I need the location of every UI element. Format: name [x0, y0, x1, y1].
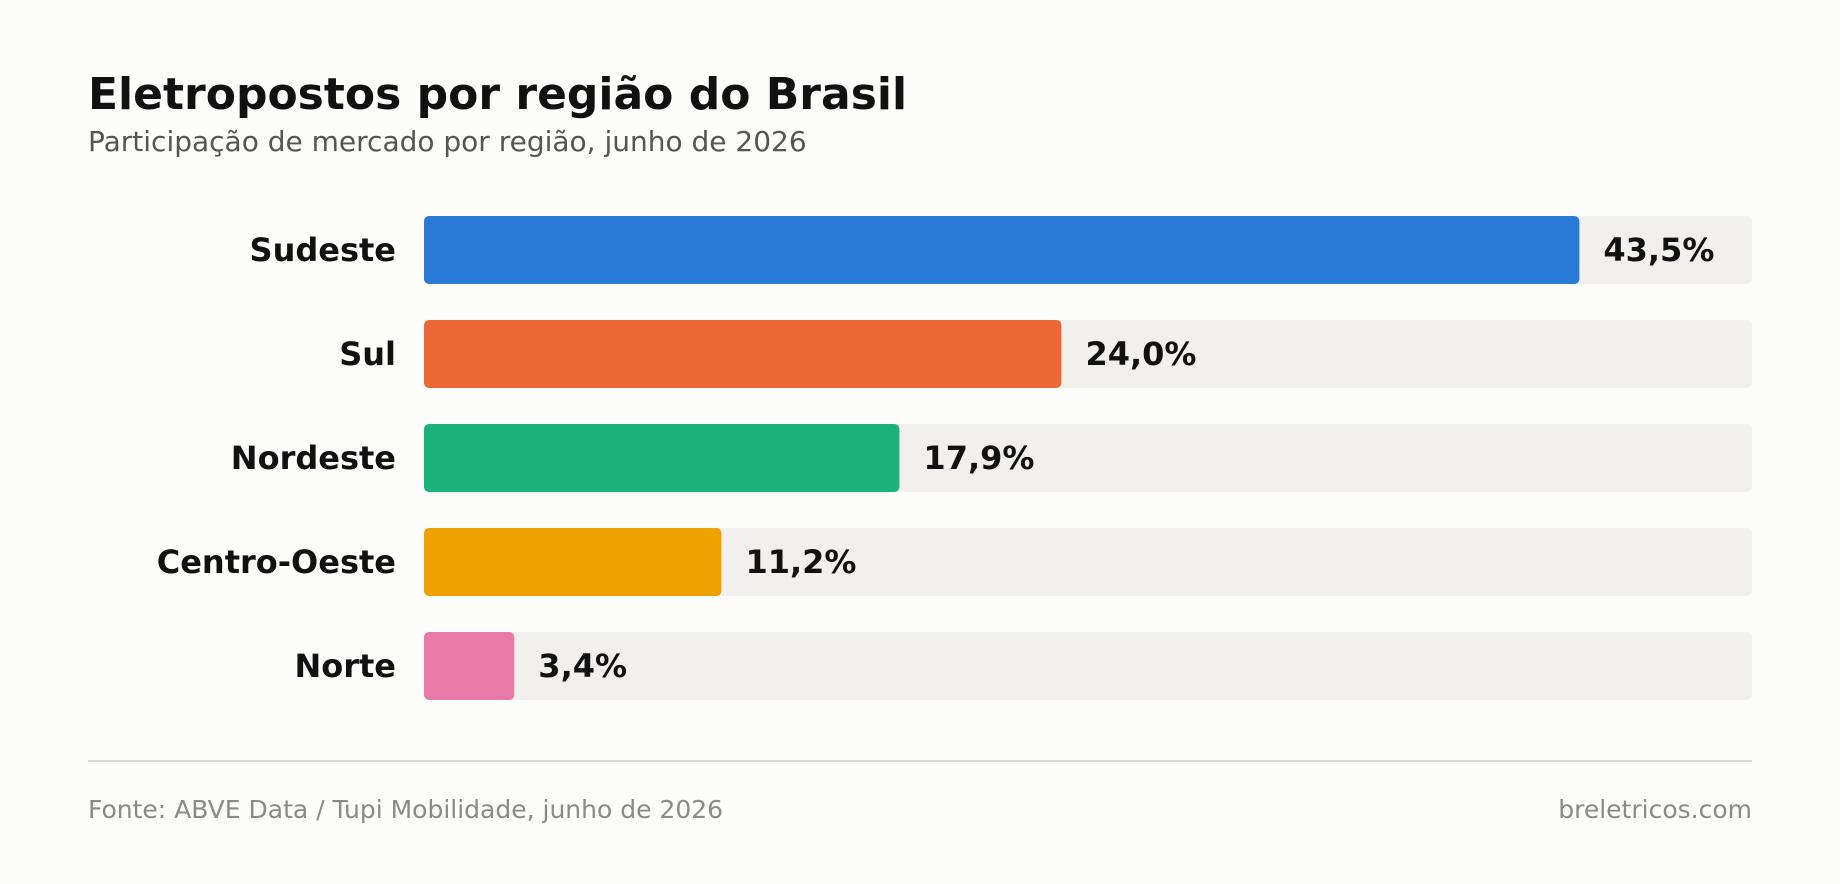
footer-divider [88, 760, 1752, 762]
value-label: 43,5% [1603, 231, 1714, 269]
value-label: 3,4% [538, 647, 627, 685]
bar-chart: Sudeste 43,5% Sul 24,0% Nordeste 17,9% Centro-… [157, 216, 1752, 700]
bar [424, 216, 1580, 284]
category-label: Sudeste [250, 231, 396, 269]
bar [424, 632, 515, 700]
bar [424, 528, 722, 596]
value-label: 24,0% [1085, 335, 1196, 373]
bar-track [424, 528, 1752, 596]
value-label: 11,2% [745, 543, 856, 581]
bar [424, 320, 1062, 388]
bar-track [424, 632, 1752, 700]
chart-subtitle: Participação de mercado por região, junh… [88, 125, 807, 158]
chart-title: Eletropostos por região do Brasil [88, 69, 908, 120]
value-label: 17,9% [923, 439, 1034, 477]
category-label: Centro-Oeste [157, 543, 396, 581]
source-note: Fonte: ABVE Data / Tupi Mobilidade, junh… [88, 795, 724, 824]
category-label: Nordeste [231, 439, 396, 477]
category-label: Sul [339, 335, 396, 373]
category-label: Norte [294, 647, 396, 685]
brand-credit: breletricos.com [1558, 795, 1752, 824]
bar [424, 424, 900, 492]
